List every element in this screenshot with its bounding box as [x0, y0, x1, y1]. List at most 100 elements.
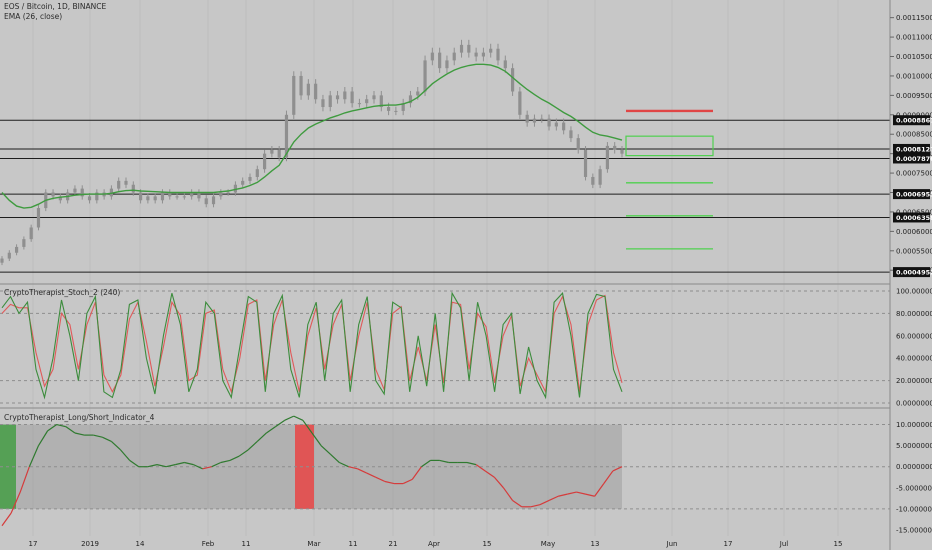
candle-body	[124, 180, 128, 185]
ls-segment	[366, 472, 377, 478]
price-level-tag	[893, 267, 930, 278]
candle-body	[467, 44, 471, 53]
candle-body	[394, 110, 398, 112]
candle-body	[328, 95, 332, 108]
time-tick-label: Mar	[307, 540, 320, 548]
candle-body	[591, 176, 595, 185]
candle-body	[58, 196, 62, 201]
candles[interactable]	[0, 39, 624, 266]
long-short-axis[interactable]: 10.0000000 5.0000000 0.0000000 -5.0000000 -1…	[896, 421, 932, 534]
ls-segment	[475, 464, 486, 472]
ls-segment	[238, 449, 249, 457]
price-level-tag	[893, 143, 930, 154]
candle-body	[7, 252, 11, 259]
candle-body	[131, 184, 135, 193]
candle-body	[438, 52, 442, 69]
ls-segment	[28, 445, 40, 467]
short-zone	[295, 424, 314, 509]
time-tick-label: 15	[834, 540, 843, 548]
candle-body	[613, 145, 617, 150]
ls-segment	[502, 487, 514, 501]
ls-segment	[612, 466, 623, 472]
stoch-tick-label: 80.0000000	[896, 310, 932, 318]
candle-body	[182, 196, 186, 198]
candle-body	[190, 192, 194, 197]
candle-body	[583, 149, 588, 177]
ls-tick-label: -5.0000000	[896, 484, 932, 492]
ls-tick-label: -10.0000000	[896, 505, 932, 513]
ls-segment	[184, 461, 194, 466]
candle-body	[219, 192, 223, 197]
candle-body	[576, 138, 580, 150]
price-tick-label: 0.0009500	[896, 92, 932, 100]
ls-segment	[439, 459, 449, 464]
stoch-pane-title: CryptoTherapist_Stoch_2 (240)	[4, 288, 120, 297]
candle-body	[489, 48, 493, 53]
ls-segment	[411, 466, 422, 480]
price-level-tag-label: 0.0004952	[896, 268, 932, 276]
candle-body	[386, 107, 391, 111]
candle-body	[277, 149, 281, 158]
time-tick-label: 11	[349, 540, 358, 548]
candle-body	[408, 95, 413, 104]
ls-segment	[1, 512, 12, 527]
candle-body	[314, 83, 318, 100]
stoch-axis[interactable]: 100.0000000 80.0000000 60.0000000 40.000000…	[896, 288, 932, 408]
price-level-tag-label: 0.0006959	[896, 191, 932, 199]
ls-segment	[357, 468, 367, 474]
candle-body	[168, 192, 172, 197]
stoch-k-line[interactable]	[1, 291, 623, 400]
candle-body	[510, 68, 515, 92]
long-short-line[interactable]	[1, 415, 623, 527]
ls-segment	[594, 483, 605, 497]
price-tick-label: 0.0006500	[896, 208, 932, 216]
candle-body	[605, 145, 610, 170]
candle-body	[481, 52, 486, 57]
ls-segment	[484, 470, 495, 478]
candle-body	[532, 118, 537, 123]
ls-segment	[120, 449, 131, 461]
ls-segment	[102, 436, 112, 442]
ls-segment	[320, 445, 331, 455]
price-level-tag-label: 0.0007876	[896, 155, 932, 163]
long-short-pane-grid	[0, 424, 890, 510]
ls-segment	[339, 461, 349, 468]
stoch-d-line[interactable]	[1, 294, 623, 394]
stoch-tick-label: 0.0000000	[896, 400, 932, 408]
candle-body	[335, 95, 340, 100]
candle-body	[350, 91, 354, 104]
time-tick-label: Apr	[428, 540, 440, 548]
candle-body	[0, 258, 4, 263]
candle-body	[292, 75, 296, 115]
candle-body	[416, 91, 420, 96]
ls-segment	[284, 415, 295, 421]
time-tick-label: 21	[389, 540, 398, 548]
time-axis[interactable]: 17 2019 14 Feb 11 Mar 11 21 Apr 15 May 13 Jun 17 Jul 15	[29, 540, 843, 548]
ls-segment	[493, 476, 504, 489]
candle-body	[496, 48, 500, 61]
ls-segment	[247, 440, 258, 451]
candle-body	[518, 91, 522, 115]
candle-body	[365, 99, 369, 104]
price-level-tag	[893, 212, 930, 223]
time-tick-label: 14	[136, 540, 145, 548]
candle-body	[554, 122, 558, 127]
candle-body	[569, 130, 573, 139]
price-tick-label: 0.0010500	[896, 53, 932, 61]
price-tick-label: 0.0010000	[896, 72, 932, 80]
ema-legend: EMA (26, close)	[4, 12, 62, 21]
ls-segment	[402, 478, 413, 485]
candle-body	[138, 192, 143, 201]
support-resistance-lines	[0, 119, 890, 273]
ls-segment	[129, 459, 140, 468]
ls-segment	[266, 426, 276, 434]
time-tick-label: 2019	[81, 540, 99, 548]
ls-segment	[220, 459, 231, 464]
candle-body	[80, 188, 84, 197]
stoch-tick-label: 20.0000000	[896, 377, 932, 385]
candle-body	[117, 180, 121, 189]
ls-segment	[165, 464, 176, 468]
ls-segment	[147, 464, 158, 468]
ema-line[interactable]	[1, 63, 623, 209]
